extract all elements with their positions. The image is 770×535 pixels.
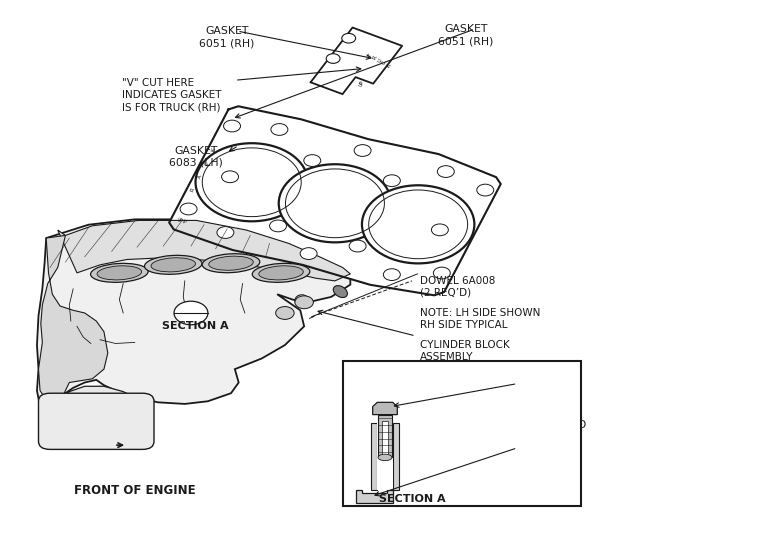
Circle shape bbox=[434, 267, 450, 279]
Circle shape bbox=[270, 220, 286, 232]
Text: "V" CUT HERE
INDICATES GASKET
IS FOR TRUCK (RH): "V" CUT HERE INDICATES GASKET IS FOR TRU… bbox=[122, 78, 221, 112]
Circle shape bbox=[180, 203, 197, 215]
Text: R: R bbox=[189, 187, 196, 193]
Bar bbox=[371, 423, 377, 490]
Ellipse shape bbox=[333, 286, 347, 297]
Text: CYLINDER BLOCK
ASSEMBLY: CYLINDER BLOCK ASSEMBLY bbox=[420, 340, 510, 362]
Ellipse shape bbox=[91, 263, 148, 282]
Circle shape bbox=[477, 184, 494, 196]
Ellipse shape bbox=[97, 266, 142, 280]
Text: K: K bbox=[211, 147, 217, 152]
Text: SECTION A: SECTION A bbox=[379, 494, 445, 504]
Text: T
R
U
C
K: T R U C K bbox=[367, 52, 392, 68]
Ellipse shape bbox=[295, 295, 309, 307]
Circle shape bbox=[300, 248, 317, 259]
Bar bbox=[393, 423, 399, 490]
Text: FRONT OF ENGINE: FRONT OF ENGINE bbox=[74, 484, 196, 497]
Text: C: C bbox=[204, 160, 209, 166]
Polygon shape bbox=[169, 106, 500, 295]
Circle shape bbox=[196, 143, 308, 221]
FancyBboxPatch shape bbox=[38, 393, 154, 449]
Text: HOLLOW
DOWEL
(MUST BE
BOTTOMED
OUT): HOLLOW DOWEL (MUST BE BOTTOMED OUT) bbox=[527, 383, 587, 442]
Circle shape bbox=[174, 301, 208, 325]
Circle shape bbox=[349, 240, 366, 252]
Text: SECTION A: SECTION A bbox=[162, 322, 229, 331]
Bar bbox=[378, 415, 392, 457]
Circle shape bbox=[362, 185, 474, 263]
Polygon shape bbox=[58, 220, 350, 281]
Polygon shape bbox=[37, 219, 350, 425]
Ellipse shape bbox=[259, 266, 303, 280]
Circle shape bbox=[437, 166, 454, 178]
Circle shape bbox=[271, 124, 288, 135]
Text: GASKET
6051 (RH): GASKET 6051 (RH) bbox=[438, 24, 494, 47]
Circle shape bbox=[217, 227, 234, 239]
Polygon shape bbox=[356, 490, 393, 503]
Circle shape bbox=[383, 269, 400, 280]
Text: VPP: VPP bbox=[176, 217, 188, 225]
Ellipse shape bbox=[151, 258, 196, 272]
Circle shape bbox=[342, 33, 356, 43]
Ellipse shape bbox=[378, 454, 392, 461]
Bar bbox=[382, 421, 388, 456]
Circle shape bbox=[276, 307, 294, 319]
Circle shape bbox=[383, 175, 400, 187]
Circle shape bbox=[304, 155, 321, 166]
Polygon shape bbox=[373, 402, 397, 415]
Ellipse shape bbox=[209, 256, 253, 270]
Text: NOTE: LH SIDE SHOWN
RH SIDE TYPICAL: NOTE: LH SIDE SHOWN RH SIDE TYPICAL bbox=[420, 308, 540, 330]
Ellipse shape bbox=[203, 254, 259, 273]
Text: DOWEL 6A008
(2 REQ’D): DOWEL 6A008 (2 REQ’D) bbox=[420, 276, 495, 298]
Circle shape bbox=[295, 296, 313, 309]
Text: GASKET
6083 (LH): GASKET 6083 (LH) bbox=[169, 146, 223, 168]
Text: CYLINDER
BLOCK
ASSEMBLY: CYLINDER BLOCK ASSEMBLY bbox=[527, 447, 581, 482]
Polygon shape bbox=[38, 235, 108, 409]
Circle shape bbox=[222, 171, 239, 182]
Text: UP: UP bbox=[359, 79, 366, 87]
Circle shape bbox=[431, 224, 448, 236]
Text: A: A bbox=[197, 174, 203, 179]
Polygon shape bbox=[310, 27, 402, 94]
Polygon shape bbox=[63, 386, 139, 429]
Text: GASKET
6051 (RH): GASKET 6051 (RH) bbox=[199, 26, 255, 48]
Ellipse shape bbox=[253, 263, 310, 282]
Ellipse shape bbox=[145, 255, 202, 274]
Bar bbox=[343, 361, 581, 506]
Circle shape bbox=[223, 120, 240, 132]
Circle shape bbox=[279, 164, 391, 242]
Circle shape bbox=[326, 54, 340, 63]
Bar bbox=[377, 423, 393, 490]
Circle shape bbox=[354, 144, 371, 156]
